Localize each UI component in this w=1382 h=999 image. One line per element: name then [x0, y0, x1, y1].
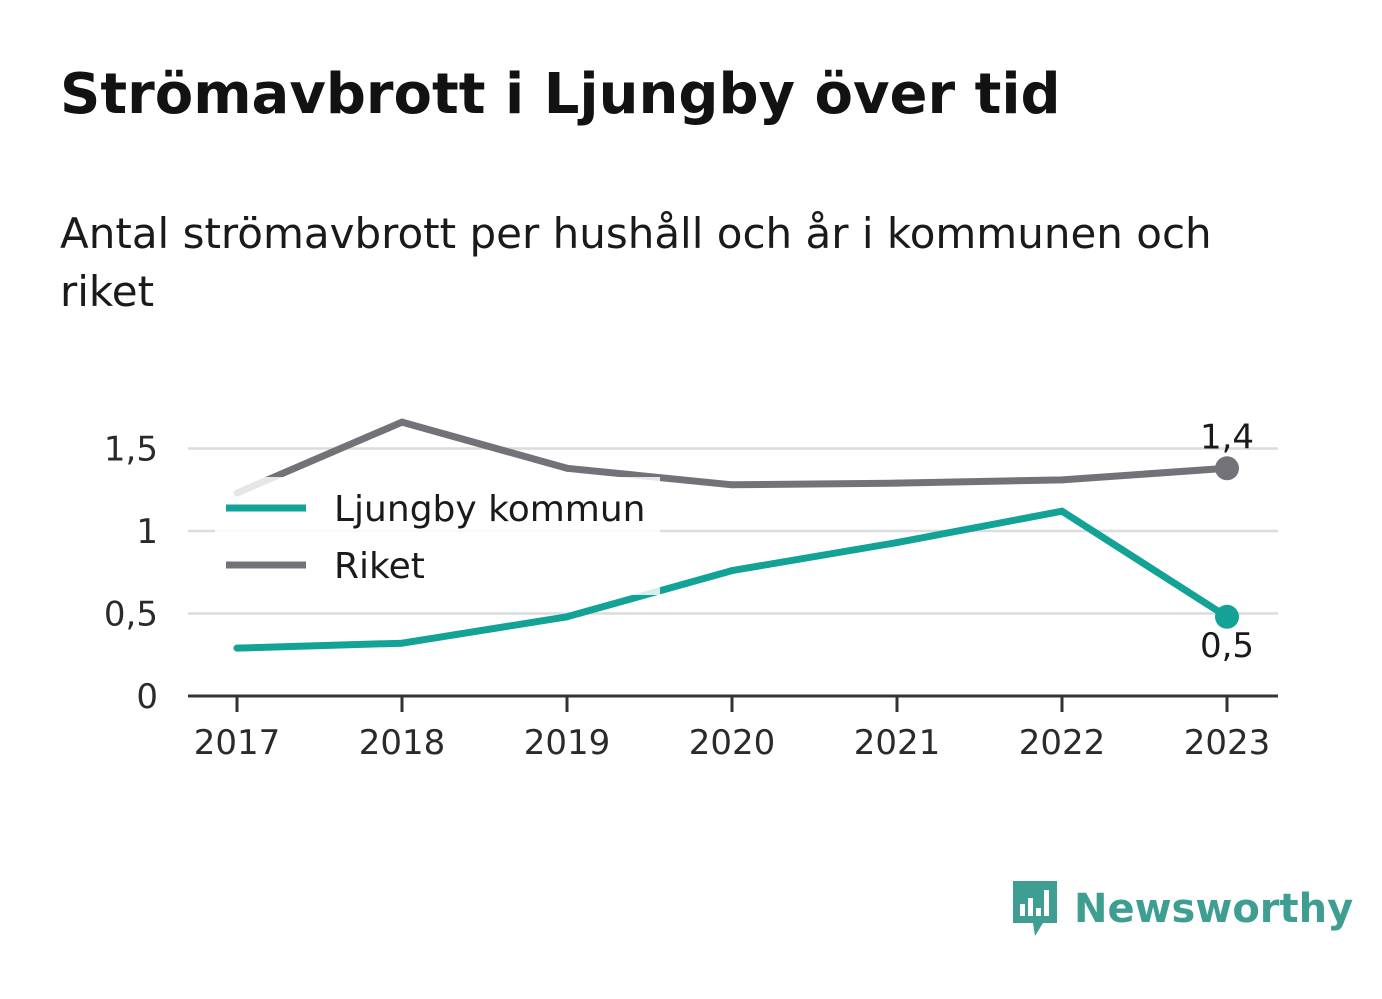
end-labels: 0,5 1,4	[1200, 417, 1254, 666]
legend-label: Ljungby kommun	[334, 489, 646, 530]
axes: 0 0,5 1 1,5 2017 2018 2019 2020 2021 2022 2023	[104, 430, 1278, 763]
series-lines	[233, 418, 1239, 652]
end-value-label: 0,5	[1200, 626, 1254, 666]
brand-logo: Newsworthy	[1010, 878, 1353, 940]
chart-subtitle: Antal strömavbrott per hushåll och år i …	[60, 209, 1212, 316]
bar-chart-speech-bubble-icon	[1013, 881, 1057, 936]
y-tick-label: 0,5	[104, 595, 158, 635]
legend: Ljungby kommun Riket	[215, 477, 660, 595]
x-tick-label: 2021	[854, 723, 941, 763]
legend-label: Riket	[334, 546, 425, 587]
series-end-point	[1215, 604, 1239, 629]
x-tick-label: 2022	[1019, 723, 1106, 763]
series-point	[1058, 476, 1066, 484]
series-point	[728, 567, 736, 575]
end-value-label: 1,4	[1200, 417, 1254, 457]
y-tick-label: 1	[136, 512, 158, 552]
y-tick-label: 0	[136, 677, 158, 717]
x-tick-label: 2018	[359, 723, 446, 763]
series-point	[893, 479, 901, 487]
y-tick-label: 1,5	[104, 430, 158, 470]
series-point	[398, 639, 406, 647]
series-point	[563, 613, 571, 621]
x-tick-label: 2023	[1184, 723, 1271, 763]
x-tick-label: 2019	[524, 723, 611, 763]
legend-background	[215, 477, 660, 595]
series-end-point	[1215, 456, 1239, 481]
brand-name: Newsworthy	[1074, 886, 1354, 932]
series-point	[893, 539, 901, 547]
series-point	[233, 644, 241, 652]
series-point	[728, 481, 736, 489]
series-point	[1058, 507, 1066, 515]
chart-title: Strömavbrott i Ljungby över tid	[60, 62, 1061, 127]
x-tick-label: 2017	[194, 723, 281, 763]
series-point	[563, 464, 571, 472]
x-tick-label: 2020	[689, 723, 776, 763]
series-point	[398, 418, 406, 426]
